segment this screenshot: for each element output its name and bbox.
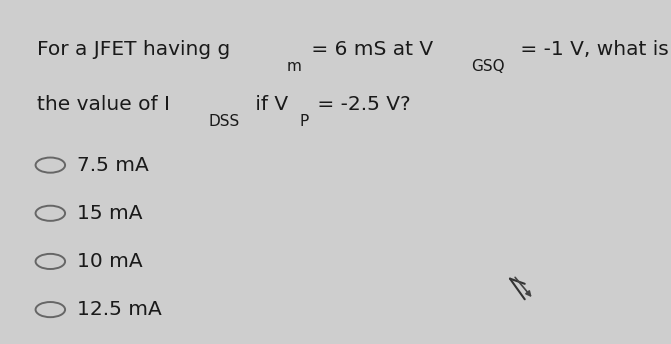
- Text: GSQ: GSQ: [471, 58, 505, 74]
- Text: the value of I: the value of I: [37, 95, 170, 114]
- Text: if V: if V: [249, 95, 288, 114]
- Text: = -1 V, what is: = -1 V, what is: [514, 40, 669, 59]
- Text: 15 mA: 15 mA: [77, 204, 143, 223]
- Text: DSS: DSS: [209, 114, 240, 129]
- Text: = 6 mS at V: = 6 mS at V: [305, 40, 433, 59]
- Text: m: m: [287, 58, 301, 74]
- Text: 10 mA: 10 mA: [77, 252, 143, 271]
- Text: 7.5 mA: 7.5 mA: [77, 155, 149, 175]
- Text: P: P: [299, 114, 309, 129]
- Text: For a JFET having g: For a JFET having g: [37, 40, 230, 59]
- Text: 12.5 mA: 12.5 mA: [77, 300, 162, 319]
- Text: = -2.5 V?: = -2.5 V?: [311, 95, 411, 114]
